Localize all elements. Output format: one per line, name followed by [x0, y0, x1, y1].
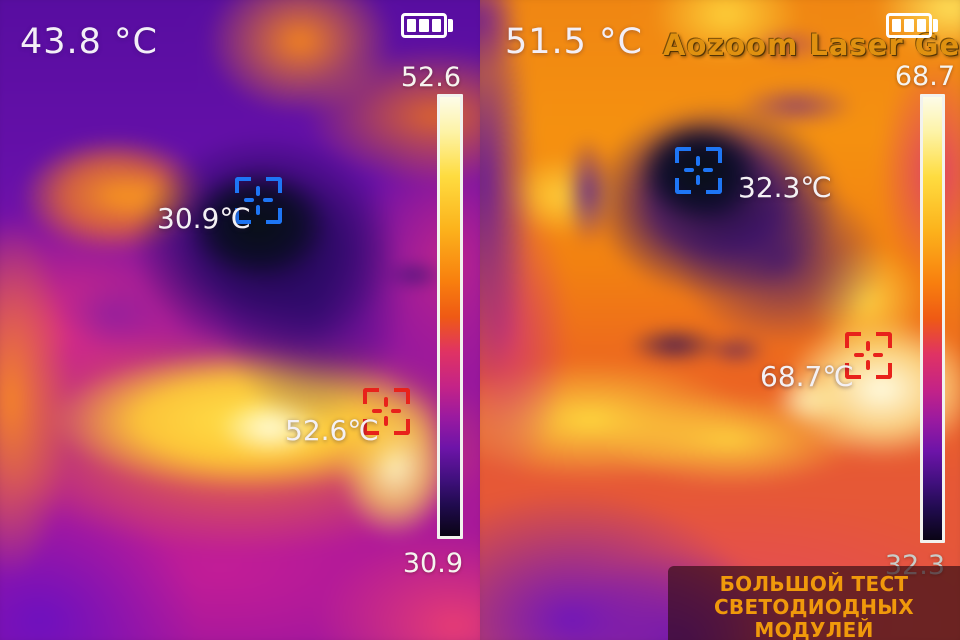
crosshair-corner	[394, 388, 410, 404]
battery-bar	[916, 19, 926, 32]
battery-bar	[407, 19, 417, 32]
crosshair-arm	[854, 353, 864, 357]
crosshair-corner	[706, 147, 722, 163]
battery-bar	[419, 19, 429, 32]
crosshair-corner	[876, 332, 892, 348]
crosshair-arm	[384, 397, 388, 407]
crosshair-arm	[263, 198, 273, 202]
crosshair-corner	[675, 147, 691, 163]
hot-spot-crosshair-icon[interactable]	[363, 388, 410, 435]
crosshair-arm	[866, 341, 870, 351]
crosshair-corner	[363, 419, 379, 435]
scale-max-label-right: 68.7	[894, 61, 955, 92]
thermal-image-right	[480, 0, 960, 640]
crosshair-arm	[696, 156, 700, 166]
hot-spot-temp-label-left: 52.6℃	[285, 414, 379, 447]
center-temp-readout-right: 51.5 °C	[505, 22, 643, 62]
caption-box: БОЛЬШОЙ ТЕСТ СВЕТОДИОДНЫХ МОДУЛЕЙ ledtec…	[668, 566, 960, 640]
brand-watermark: Aozoom Laser Gen5	[663, 28, 960, 62]
crosshair-corner	[706, 178, 722, 194]
crosshair-arm	[684, 168, 694, 172]
battery-nub	[933, 19, 938, 32]
thermal-image-left	[0, 0, 480, 640]
crosshair-arm	[256, 205, 260, 215]
hot-spot-crosshair-icon[interactable]	[845, 332, 892, 379]
cold-spot-temp-label-right: 32.3℃	[738, 171, 832, 204]
scale-max-label-left: 52.6	[400, 62, 461, 93]
crosshair-arm	[372, 409, 382, 413]
cold-spot-temp-label-left: 30.9℃	[157, 202, 251, 235]
scale-min-label-left: 30.9	[402, 548, 463, 579]
cold-spot-crosshair-icon[interactable]	[675, 147, 722, 194]
color-scale-bar-left	[437, 94, 463, 539]
crosshair-corner	[675, 178, 691, 194]
crosshair-arm	[866, 360, 870, 370]
battery-nub	[448, 19, 453, 32]
battery-icon	[886, 13, 938, 38]
crosshair-corner	[845, 363, 861, 379]
thermal-panel-left: 43.8 °C 52.6 30.9 30.9℃	[0, 0, 480, 640]
crosshair-arm	[384, 416, 388, 426]
crosshair-arm	[256, 186, 260, 196]
cold-spot-crosshair-icon[interactable]	[235, 177, 282, 224]
battery-icon	[401, 13, 453, 38]
crosshair-arm	[703, 168, 713, 172]
hot-spot-temp-label-right: 68.7℃	[760, 360, 854, 393]
crosshair-corner	[266, 208, 282, 224]
battery-bar	[431, 19, 441, 32]
caption-line-2: СВЕТОДИОДНЫХ МОДУЛЕЙ	[713, 595, 915, 640]
crosshair-arm	[244, 198, 254, 202]
crosshair-arm	[391, 409, 401, 413]
caption-line-1: БОЛЬШОЙ ТЕСТ	[719, 572, 909, 596]
crosshair-arm	[696, 175, 700, 185]
crosshair-corner	[394, 419, 410, 435]
color-scale-bar-right	[920, 94, 945, 543]
crosshair-arm	[873, 353, 883, 357]
battery-body	[401, 13, 447, 38]
battery-body	[886, 13, 932, 38]
crosshair-corner	[266, 177, 282, 193]
crosshair-corner	[363, 388, 379, 404]
battery-bar	[892, 19, 902, 32]
center-temp-readout-left: 43.8 °C	[20, 22, 158, 62]
crosshair-corner	[235, 177, 251, 193]
crosshair-corner	[235, 208, 251, 224]
crosshair-corner	[876, 363, 892, 379]
battery-bar	[904, 19, 914, 32]
crosshair-corner	[845, 332, 861, 348]
thermal-panel-right: 51.5 °C Aozoom Laser Gen5 68.7 32.3 32.3…	[480, 0, 960, 640]
